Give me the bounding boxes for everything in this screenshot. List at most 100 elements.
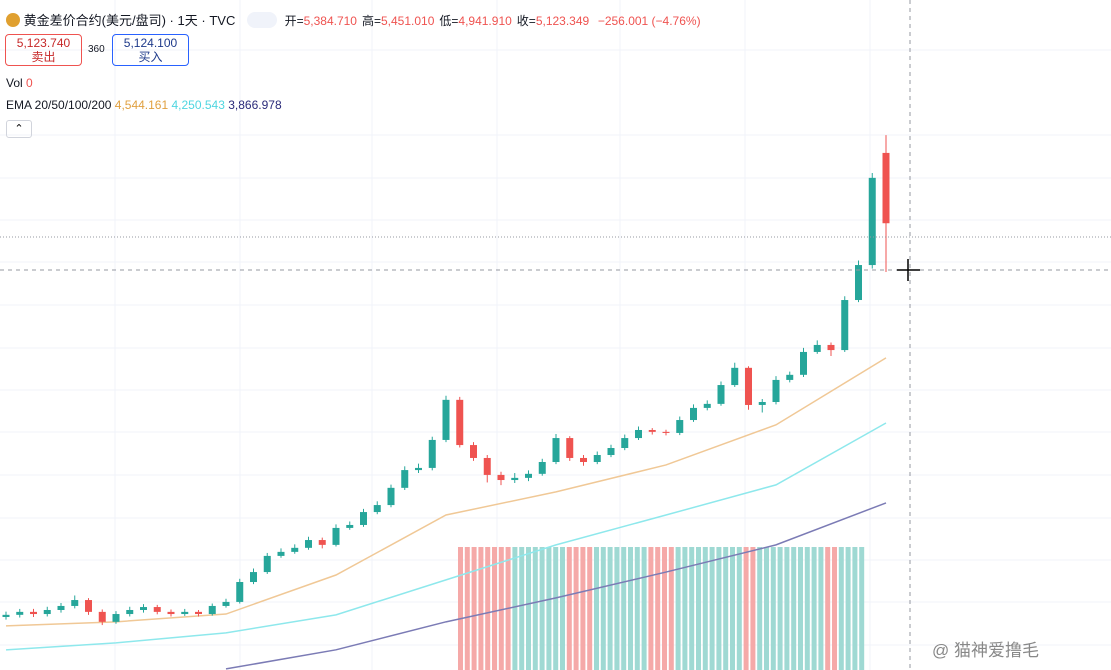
candle-body xyxy=(538,462,546,474)
candle-body xyxy=(222,601,230,606)
volume-bar xyxy=(852,547,858,670)
candle-body xyxy=(511,477,519,481)
spread: 360 xyxy=(88,44,105,55)
ohlc-label: 低= xyxy=(439,14,459,28)
sep: · xyxy=(201,13,206,28)
candle-body xyxy=(552,438,560,463)
volume-bar xyxy=(553,547,559,670)
volume-bar xyxy=(811,547,817,670)
ema-line xyxy=(5,357,887,627)
candle-body xyxy=(703,403,711,408)
source: TVC xyxy=(209,13,236,28)
volume-bar xyxy=(594,547,599,670)
candle-body xyxy=(786,374,794,380)
candle-body xyxy=(800,351,807,375)
ohlc: 开=5,384.710 高=5,451.010 低=4,941.910 收=5,123… xyxy=(285,14,595,28)
symbol-icon xyxy=(6,13,20,27)
candle-body xyxy=(373,505,381,513)
candle-body xyxy=(208,605,216,615)
volume-bar xyxy=(716,547,722,670)
volume-bar xyxy=(621,547,627,670)
volume-bar xyxy=(825,547,831,670)
ema-value: 3,866.978 xyxy=(228,98,282,112)
collapse-button[interactable]: ⌃ xyxy=(6,120,32,138)
volume-bar xyxy=(539,547,545,670)
candle-body xyxy=(827,344,835,351)
candle-body xyxy=(71,600,79,606)
candle-body xyxy=(456,399,464,446)
candle-body xyxy=(676,420,684,433)
volume-bar xyxy=(730,547,735,670)
candle-body xyxy=(868,177,876,266)
sell-button[interactable]: 5,123.740 卖出 xyxy=(5,34,82,66)
header: 黄金差价合约(美元/盘司) · 1天 · TVC 开=5,384.710 高=5,… xyxy=(6,10,701,29)
volume-bar xyxy=(464,547,470,670)
volume-bar xyxy=(648,547,654,670)
candle-body xyxy=(745,367,752,405)
candle-body xyxy=(85,600,92,612)
volume-bar xyxy=(859,547,865,670)
volume-bar xyxy=(682,547,688,670)
candle-body xyxy=(30,611,37,615)
change: −256.001 (−4.76%) xyxy=(597,14,701,28)
ohlc-label: 收= xyxy=(516,14,536,28)
volume-bar xyxy=(791,547,797,670)
candle-body xyxy=(580,457,587,463)
volume-bar xyxy=(628,547,633,670)
candle-body xyxy=(841,300,849,351)
volume-bar xyxy=(743,547,749,670)
candle-body xyxy=(635,429,642,439)
candle-body xyxy=(57,605,65,610)
status-badge xyxy=(246,12,277,28)
volume-bar xyxy=(818,547,824,670)
buy-price: 5,124.100 xyxy=(123,36,178,50)
ema-line xyxy=(225,502,887,670)
candle-body xyxy=(648,429,656,432)
ohlc-value: 5,123.349 xyxy=(535,14,590,28)
ohlc-value: 5,384.710 xyxy=(303,14,357,28)
volume-bar xyxy=(675,547,681,670)
volume-bar xyxy=(485,547,491,670)
ema-legend: EMA 20/50/100/200 4,544.161 4,250.543 3,… xyxy=(6,98,282,112)
candle-body xyxy=(525,473,532,478)
candle-body xyxy=(566,438,574,458)
volume-bar xyxy=(736,547,742,670)
candle-body xyxy=(167,611,175,615)
volume-bar xyxy=(580,547,586,670)
candle-body xyxy=(387,487,395,506)
candle-body xyxy=(593,455,601,463)
ohlc-label: 高= xyxy=(361,14,381,28)
volume-bar xyxy=(696,547,701,670)
volume-bar xyxy=(526,547,531,670)
sell-price: 5,123.740 xyxy=(16,36,71,50)
ohlc-value: 5,451.010 xyxy=(381,14,435,28)
buy-button[interactable]: 5,124.100 买入 xyxy=(112,34,189,66)
interval: 1天 xyxy=(177,13,198,28)
candle-body xyxy=(291,547,299,552)
ohlc-label: 开= xyxy=(284,14,304,28)
candle-body xyxy=(497,474,505,481)
volume-bar xyxy=(519,547,525,670)
candle-body xyxy=(813,344,821,352)
volume-bar xyxy=(546,547,552,670)
candle-body xyxy=(2,614,10,617)
volume-bar xyxy=(845,547,851,670)
candle-body xyxy=(112,614,120,622)
volume-bar xyxy=(723,547,729,670)
candle-body xyxy=(98,611,106,622)
candle-body xyxy=(153,607,161,612)
candle-body xyxy=(263,555,271,573)
candle-body xyxy=(16,611,24,615)
volume-bar xyxy=(668,547,674,670)
sep: · xyxy=(169,13,174,28)
volume-bar xyxy=(832,547,837,670)
volume-bar xyxy=(750,547,756,670)
volume-bar xyxy=(560,547,565,670)
volume-bar xyxy=(641,547,647,670)
candle-body xyxy=(181,611,189,615)
volume-bar xyxy=(709,547,715,670)
candle-body xyxy=(277,551,285,556)
volume-bar xyxy=(566,547,572,670)
